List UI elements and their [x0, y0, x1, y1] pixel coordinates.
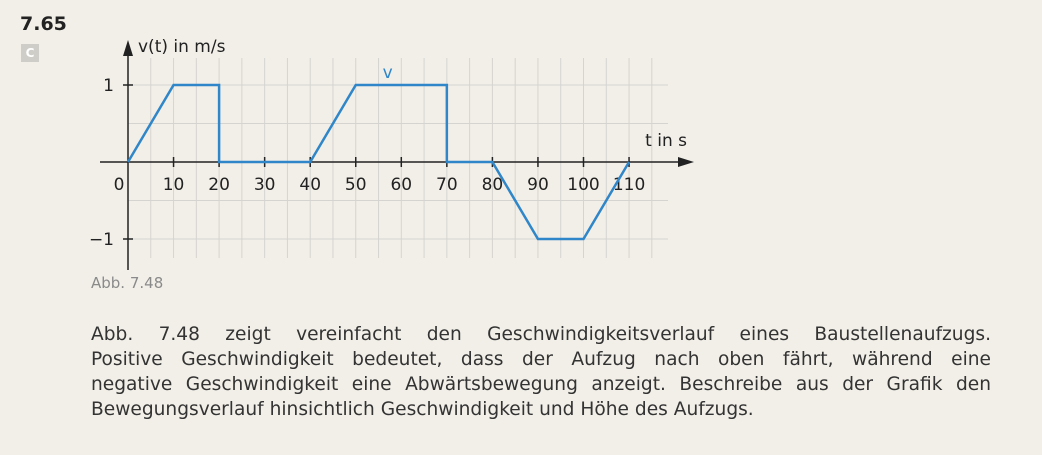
- task-text-line: Positive Geschwindigkeit bedeutet, dass …: [91, 349, 991, 370]
- x-tick-label: 110: [613, 175, 645, 195]
- task-text-line: Bewegungsverlauf hinsichtlich Geschwindi…: [91, 399, 754, 420]
- x-tick-label: 80: [482, 175, 504, 195]
- velocity-time-chart: 1 −1 0 10 20 30 40 50 60 70 80 90 100 110 v(t) in m/s t…: [89, 37, 694, 270]
- y-tick-label: 1: [103, 76, 114, 96]
- x-tick-label: 0: [114, 175, 125, 195]
- figure-caption: Abb. 7.48: [91, 274, 164, 292]
- x-tick-label: 100: [567, 175, 599, 195]
- task-text-line: Abb. 7.48 zeigt vereinfacht den Geschwin…: [91, 324, 991, 345]
- x-tick-label: 50: [345, 175, 367, 195]
- task-text: Abb. 7.48 zeigt vereinfacht den Geschwin…: [91, 322, 991, 422]
- x-axis-arrow: [678, 157, 694, 167]
- x-tick-label: 20: [208, 175, 230, 195]
- y-axis-arrow: [123, 40, 133, 56]
- x-tick-label: 40: [299, 175, 321, 195]
- task-text-line: negative Geschwindigkeit eine Abwärtsbew…: [91, 374, 991, 395]
- y-axis-label: v(t) in m/s: [138, 37, 226, 57]
- x-tick-label: 70: [436, 175, 458, 195]
- x-tick-label: 90: [527, 175, 549, 195]
- x-axis-label: t in s: [645, 131, 687, 151]
- difficulty-badge: C: [21, 44, 39, 62]
- x-tick-label: 60: [390, 175, 412, 195]
- y-tick-label: −1: [89, 230, 114, 250]
- x-tick-label: 10: [163, 175, 185, 195]
- task-number: 7.65: [20, 13, 67, 35]
- series-line: [126, 83, 631, 241]
- x-tick-label: 30: [254, 175, 276, 195]
- series-label: v: [383, 63, 393, 83]
